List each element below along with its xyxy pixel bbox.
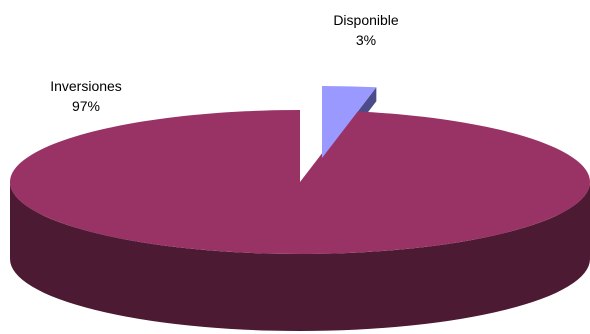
slice-disponible: [322, 86, 377, 158]
label-disponible: Disponible 3%: [333, 10, 398, 50]
label-inversiones-name: Inversiones: [50, 78, 122, 94]
slice-inversiones-side: [10, 182, 590, 331]
label-inversiones-percent: 97%: [71, 98, 101, 114]
label-disponible-percent: 3%: [355, 32, 377, 48]
pie-tops: [10, 86, 590, 254]
label-disponible-name: Disponible: [333, 12, 399, 28]
label-inversiones: Inversiones 97%: [50, 76, 122, 116]
slice-inversiones: [10, 110, 590, 254]
